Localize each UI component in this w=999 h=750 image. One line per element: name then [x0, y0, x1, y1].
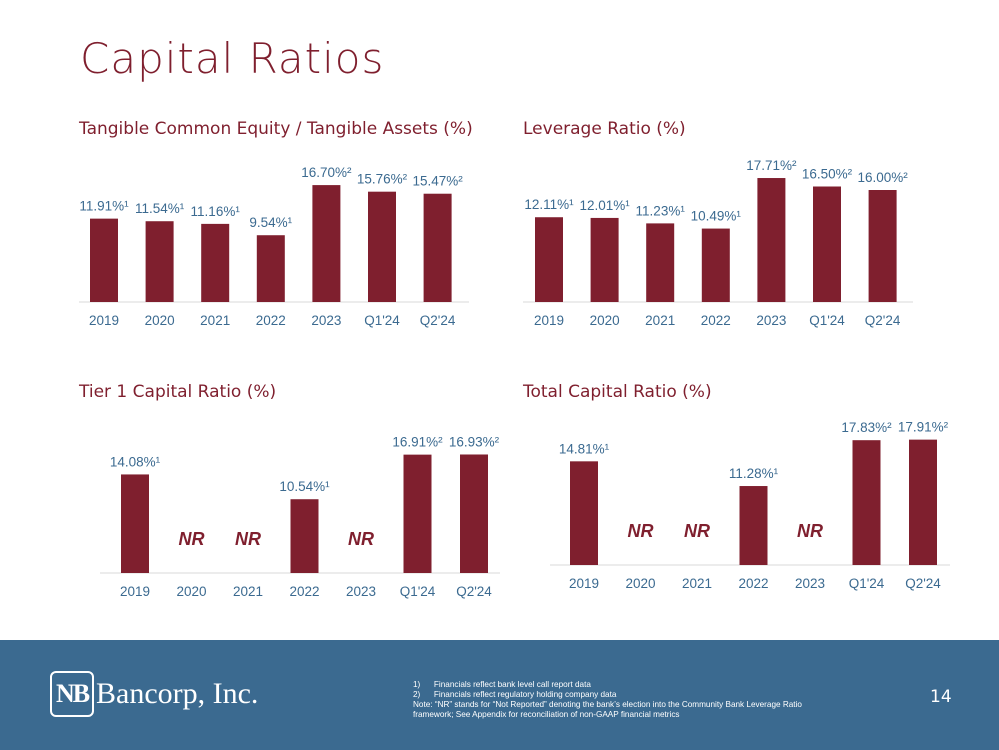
bar — [868, 190, 897, 302]
tick-label: 2023 — [795, 576, 825, 591]
tick-label: 2023 — [346, 584, 376, 599]
logo-text: Bancorp, Inc. — [96, 677, 259, 710]
page-number: 14 — [930, 687, 952, 707]
data-label: 11.16%¹ — [191, 204, 241, 219]
tick-label: 2022 — [289, 584, 319, 599]
chart-leverage: 12.11%¹ 2019 12.01%¹ 2020 11.23%¹ 2021 10.49%¹… — [523, 158, 913, 328]
data-label: 14.81%¹ — [559, 441, 610, 456]
tick-label: 2020 — [145, 313, 175, 328]
bar — [403, 454, 432, 573]
footnotes: 1) Financials reflect bank level call re… — [413, 680, 813, 720]
tick-label: 2021 — [233, 584, 263, 599]
tick-label: Q2'24 — [905, 576, 941, 591]
bar — [646, 223, 675, 302]
tick-label: Q1'24 — [400, 584, 436, 599]
chart-tier1: 14.08%¹ 2019 NR 2020 NR 2021 10.54%¹ 2022 NR 2023… — [100, 434, 500, 599]
tick-label: Q2'24 — [865, 313, 901, 328]
data-label: 11.28%¹ — [729, 466, 779, 481]
data-label: 11.23%¹ — [636, 203, 686, 218]
chart-tce: 11.91%¹ 2019 11.54%¹ 2020 11.16%¹ 2021 9.54%¹ 2… — [79, 165, 469, 328]
chart-title-total: Total Capital Ratio (%) — [523, 382, 712, 402]
data-label: 15.76%² — [357, 172, 408, 187]
chart-title-tce: Tangible Common Equity / Tangible Assets… — [79, 119, 473, 139]
data-label: 11.54%¹ — [135, 201, 185, 216]
data-label: 11.91%¹ — [79, 199, 129, 214]
tick-label: 2023 — [311, 313, 341, 328]
logo-mark: NB — [50, 671, 94, 717]
bar — [909, 439, 937, 565]
tick-label: 2019 — [569, 576, 599, 591]
data-label: 16.00%² — [857, 170, 908, 185]
data-label: 16.93%² — [449, 434, 500, 449]
data-label: 12.01%¹ — [579, 198, 630, 213]
nr-label: NR — [628, 521, 654, 541]
tick-label: 2022 — [256, 313, 286, 328]
bar — [423, 193, 452, 302]
bar — [256, 235, 285, 302]
tick-label: 2022 — [738, 576, 768, 591]
bar — [121, 474, 149, 573]
data-label: 16.50%² — [802, 167, 853, 182]
bar — [739, 486, 768, 565]
tick-label: 2019 — [89, 313, 119, 328]
tick-label: 2022 — [701, 313, 731, 328]
footnote-note: Note: “NR” stands for “Not Reported” den… — [413, 700, 802, 719]
chart-title-tier1: Tier 1 Capital Ratio (%) — [79, 382, 277, 402]
tick-label: 2020 — [625, 576, 655, 591]
data-label: 10.54%¹ — [279, 479, 330, 494]
bar — [312, 185, 341, 302]
footnote-1: 1) Financials reflect bank level call re… — [413, 680, 591, 689]
bar — [852, 440, 881, 565]
bar — [290, 499, 319, 573]
nr-label: NR — [797, 521, 823, 541]
tick-label: Q1'24 — [849, 576, 885, 591]
data-label: 10.49%¹ — [691, 209, 742, 224]
data-label: 16.70%² — [301, 165, 352, 180]
page-title: Capital Ratios — [80, 34, 385, 83]
nr-label: NR — [179, 529, 205, 549]
bar — [590, 217, 619, 302]
bar — [368, 191, 396, 302]
tick-label: 2020 — [176, 584, 206, 599]
data-label: 17.91%² — [898, 420, 949, 435]
data-label: 9.54%¹ — [249, 215, 292, 230]
data-label: 17.71%² — [746, 158, 797, 173]
bar — [570, 461, 598, 565]
bar — [460, 454, 488, 573]
bar — [90, 218, 118, 302]
bar — [145, 221, 174, 302]
data-label: 17.83%² — [841, 420, 892, 435]
nr-label: NR — [684, 521, 710, 541]
bar — [535, 217, 563, 302]
chart-title-leverage: Leverage Ratio (%) — [523, 119, 686, 139]
tick-label: 2021 — [200, 313, 230, 328]
tick-label: 2019 — [534, 313, 564, 328]
tick-label: 2019 — [120, 584, 150, 599]
company-logo: NB Bancorp, Inc. — [50, 668, 258, 720]
tick-label: Q2'24 — [456, 584, 492, 599]
bar — [201, 223, 230, 302]
footer-band — [0, 640, 999, 750]
bar — [701, 228, 730, 302]
nr-label: NR — [235, 529, 261, 549]
tick-label: 2021 — [645, 313, 675, 328]
nr-label: NR — [348, 529, 374, 549]
bar — [757, 178, 786, 302]
tick-label: 2020 — [590, 313, 620, 328]
data-label: 15.47%² — [412, 174, 463, 189]
data-label: 12.11%¹ — [524, 197, 574, 212]
footnote-2: 2) Financials reflect regulatory holding… — [413, 690, 617, 699]
data-label: 14.08%¹ — [110, 454, 161, 469]
bar — [813, 186, 841, 302]
data-label: 16.91%² — [392, 435, 443, 450]
tick-label: Q1'24 — [809, 313, 845, 328]
tick-label: Q1'24 — [364, 313, 400, 328]
chart-total: 14.81%¹ 2019 NR 2020 NR 2021 11.28%¹ 2022 NR 2023… — [550, 420, 950, 591]
tick-label: Q2'24 — [420, 313, 456, 328]
tick-label: 2021 — [682, 576, 712, 591]
tick-label: 2023 — [756, 313, 786, 328]
